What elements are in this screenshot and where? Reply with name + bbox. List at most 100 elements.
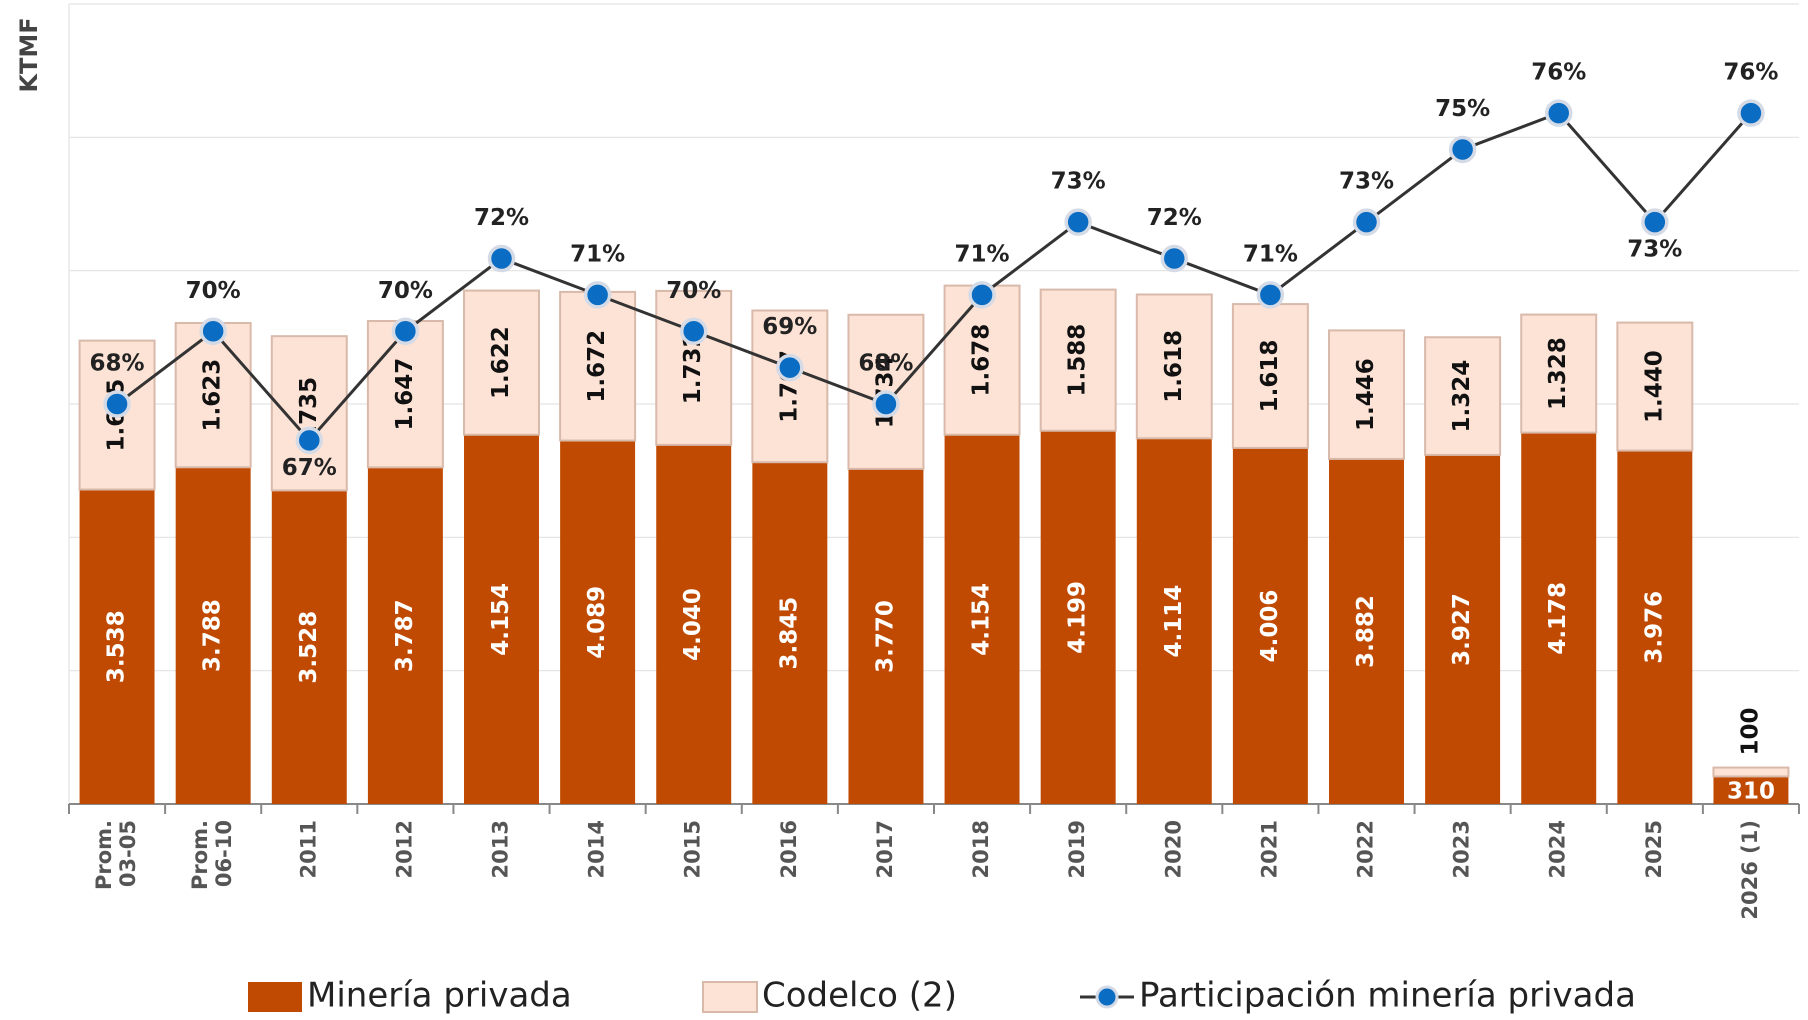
line-label: 71%: [955, 241, 1010, 267]
bar-private: [464, 434, 539, 804]
bar-private: [1425, 454, 1501, 804]
bar-codelco: [1616, 321, 1694, 452]
line-marker: [1352, 208, 1381, 236]
line-label: 70%: [186, 278, 241, 304]
x-tick-label: 2021: [1257, 820, 1281, 878]
line-marker: [968, 281, 996, 309]
bar-codelco: [1424, 336, 1502, 456]
line-label: 70%: [666, 278, 721, 304]
legend-label: Minería privada: [307, 976, 572, 1016]
bar-label: 1.328: [1545, 337, 1571, 410]
bar-label: 4.089: [584, 586, 610, 659]
x-tick-label: 2016: [777, 820, 801, 878]
legend-marker: [1095, 985, 1119, 1009]
bar-label: 1.324: [1449, 360, 1475, 433]
bar-label: 4.154: [969, 583, 995, 656]
line-marker: [1448, 135, 1477, 164]
bar-private: [1713, 776, 1789, 804]
bar-codelco: [559, 290, 637, 442]
bar-label: 4.006: [1257, 590, 1283, 663]
bar-label: 3.845: [776, 597, 802, 670]
line-marker: [391, 317, 420, 346]
bar-label: 1.440: [1641, 350, 1667, 423]
line-marker: [199, 317, 227, 346]
line-marker: [1256, 281, 1285, 309]
bar-label: 3.538: [104, 610, 130, 683]
x-tick-label: 2023: [1450, 820, 1474, 878]
legend-label: Participación minería privada: [1139, 976, 1636, 1016]
line-marker: [1064, 208, 1092, 236]
bar-label: 4.199: [1065, 581, 1091, 654]
bar-label: 1.672: [584, 330, 610, 403]
bar-label: 1.618: [1257, 340, 1283, 413]
bar-label: 1.588: [1065, 324, 1091, 397]
x-tick-label: 2026 (1): [1738, 820, 1762, 920]
x-tick-label: 2019: [1065, 820, 1089, 878]
bar-label: 1.678: [969, 324, 995, 397]
line-marker: [1641, 208, 1669, 236]
x-tick-label: 2013: [489, 820, 513, 878]
bar-private: [79, 489, 155, 804]
bar-codelco: [751, 309, 829, 464]
x-tick-label: Prom.03-05: [92, 820, 140, 890]
line-marker: [1160, 244, 1189, 273]
x-tick-label: 2012: [392, 820, 416, 878]
line-label: 70%: [378, 278, 433, 304]
legend-label: Codelco (2): [762, 976, 957, 1016]
bar-private: [1329, 458, 1404, 804]
bar-private: [560, 440, 636, 804]
bar-private: [848, 468, 924, 804]
legend-swatch: [248, 982, 302, 1012]
bar-codelco: [1712, 766, 1790, 778]
line-marker: [1544, 99, 1573, 127]
bar-private: [175, 467, 251, 804]
bar-codelco: [655, 289, 733, 446]
line-marker: [776, 353, 804, 382]
line-label: 75%: [1435, 96, 1490, 122]
x-tick-label: Prom.06-10: [188, 820, 236, 890]
bar-codelco: [463, 289, 540, 436]
bar-label: 4.040: [680, 588, 706, 661]
bar-codelco: [1328, 329, 1405, 460]
line-label: 72%: [474, 205, 529, 231]
x-tick-label: 2025: [1642, 820, 1666, 878]
x-tick-label: 2014: [585, 820, 609, 878]
line-marker: [1737, 99, 1765, 127]
bar-label: 100: [1737, 708, 1763, 756]
line-marker: [103, 390, 131, 418]
bar-private: [1232, 447, 1308, 804]
bar-label: 4.178: [1545, 582, 1571, 655]
bar-private: [944, 434, 1020, 804]
bar-private: [656, 444, 732, 804]
line-marker: [679, 317, 708, 346]
line-label: 68%: [90, 351, 145, 377]
bar-private: [1040, 430, 1116, 804]
line-marker: [583, 281, 612, 309]
x-tick-label: 2017: [873, 820, 897, 878]
line-marker: [487, 244, 516, 273]
bar-label: 3.788: [200, 599, 226, 672]
bar-label: 3.882: [1353, 595, 1379, 668]
line-label: 76%: [1531, 60, 1586, 86]
bar-label: 4.154: [488, 583, 514, 656]
line-label: 71%: [1243, 241, 1298, 267]
line-marker: [872, 390, 900, 418]
line-label: 73%: [1339, 169, 1394, 195]
x-tick-label: 2018: [969, 820, 993, 878]
bar-private: [1136, 438, 1212, 804]
x-tick-label: 2015: [681, 820, 705, 878]
line-label: 73%: [1051, 169, 1106, 195]
line-label: 67%: [282, 455, 337, 481]
bar-private: [367, 467, 443, 804]
bar-label: 310: [1727, 779, 1775, 805]
line-label: 76%: [1723, 60, 1778, 86]
bar-label: 1.623: [200, 359, 226, 432]
bar-label: 3.787: [392, 599, 418, 672]
bar-label: 3.770: [872, 600, 898, 673]
bar-codelco: [943, 284, 1021, 436]
bar-private: [1617, 450, 1693, 804]
x-tick-label: 2022: [1354, 820, 1378, 878]
line-label: 73%: [1627, 237, 1682, 263]
line-marker: [295, 426, 324, 455]
